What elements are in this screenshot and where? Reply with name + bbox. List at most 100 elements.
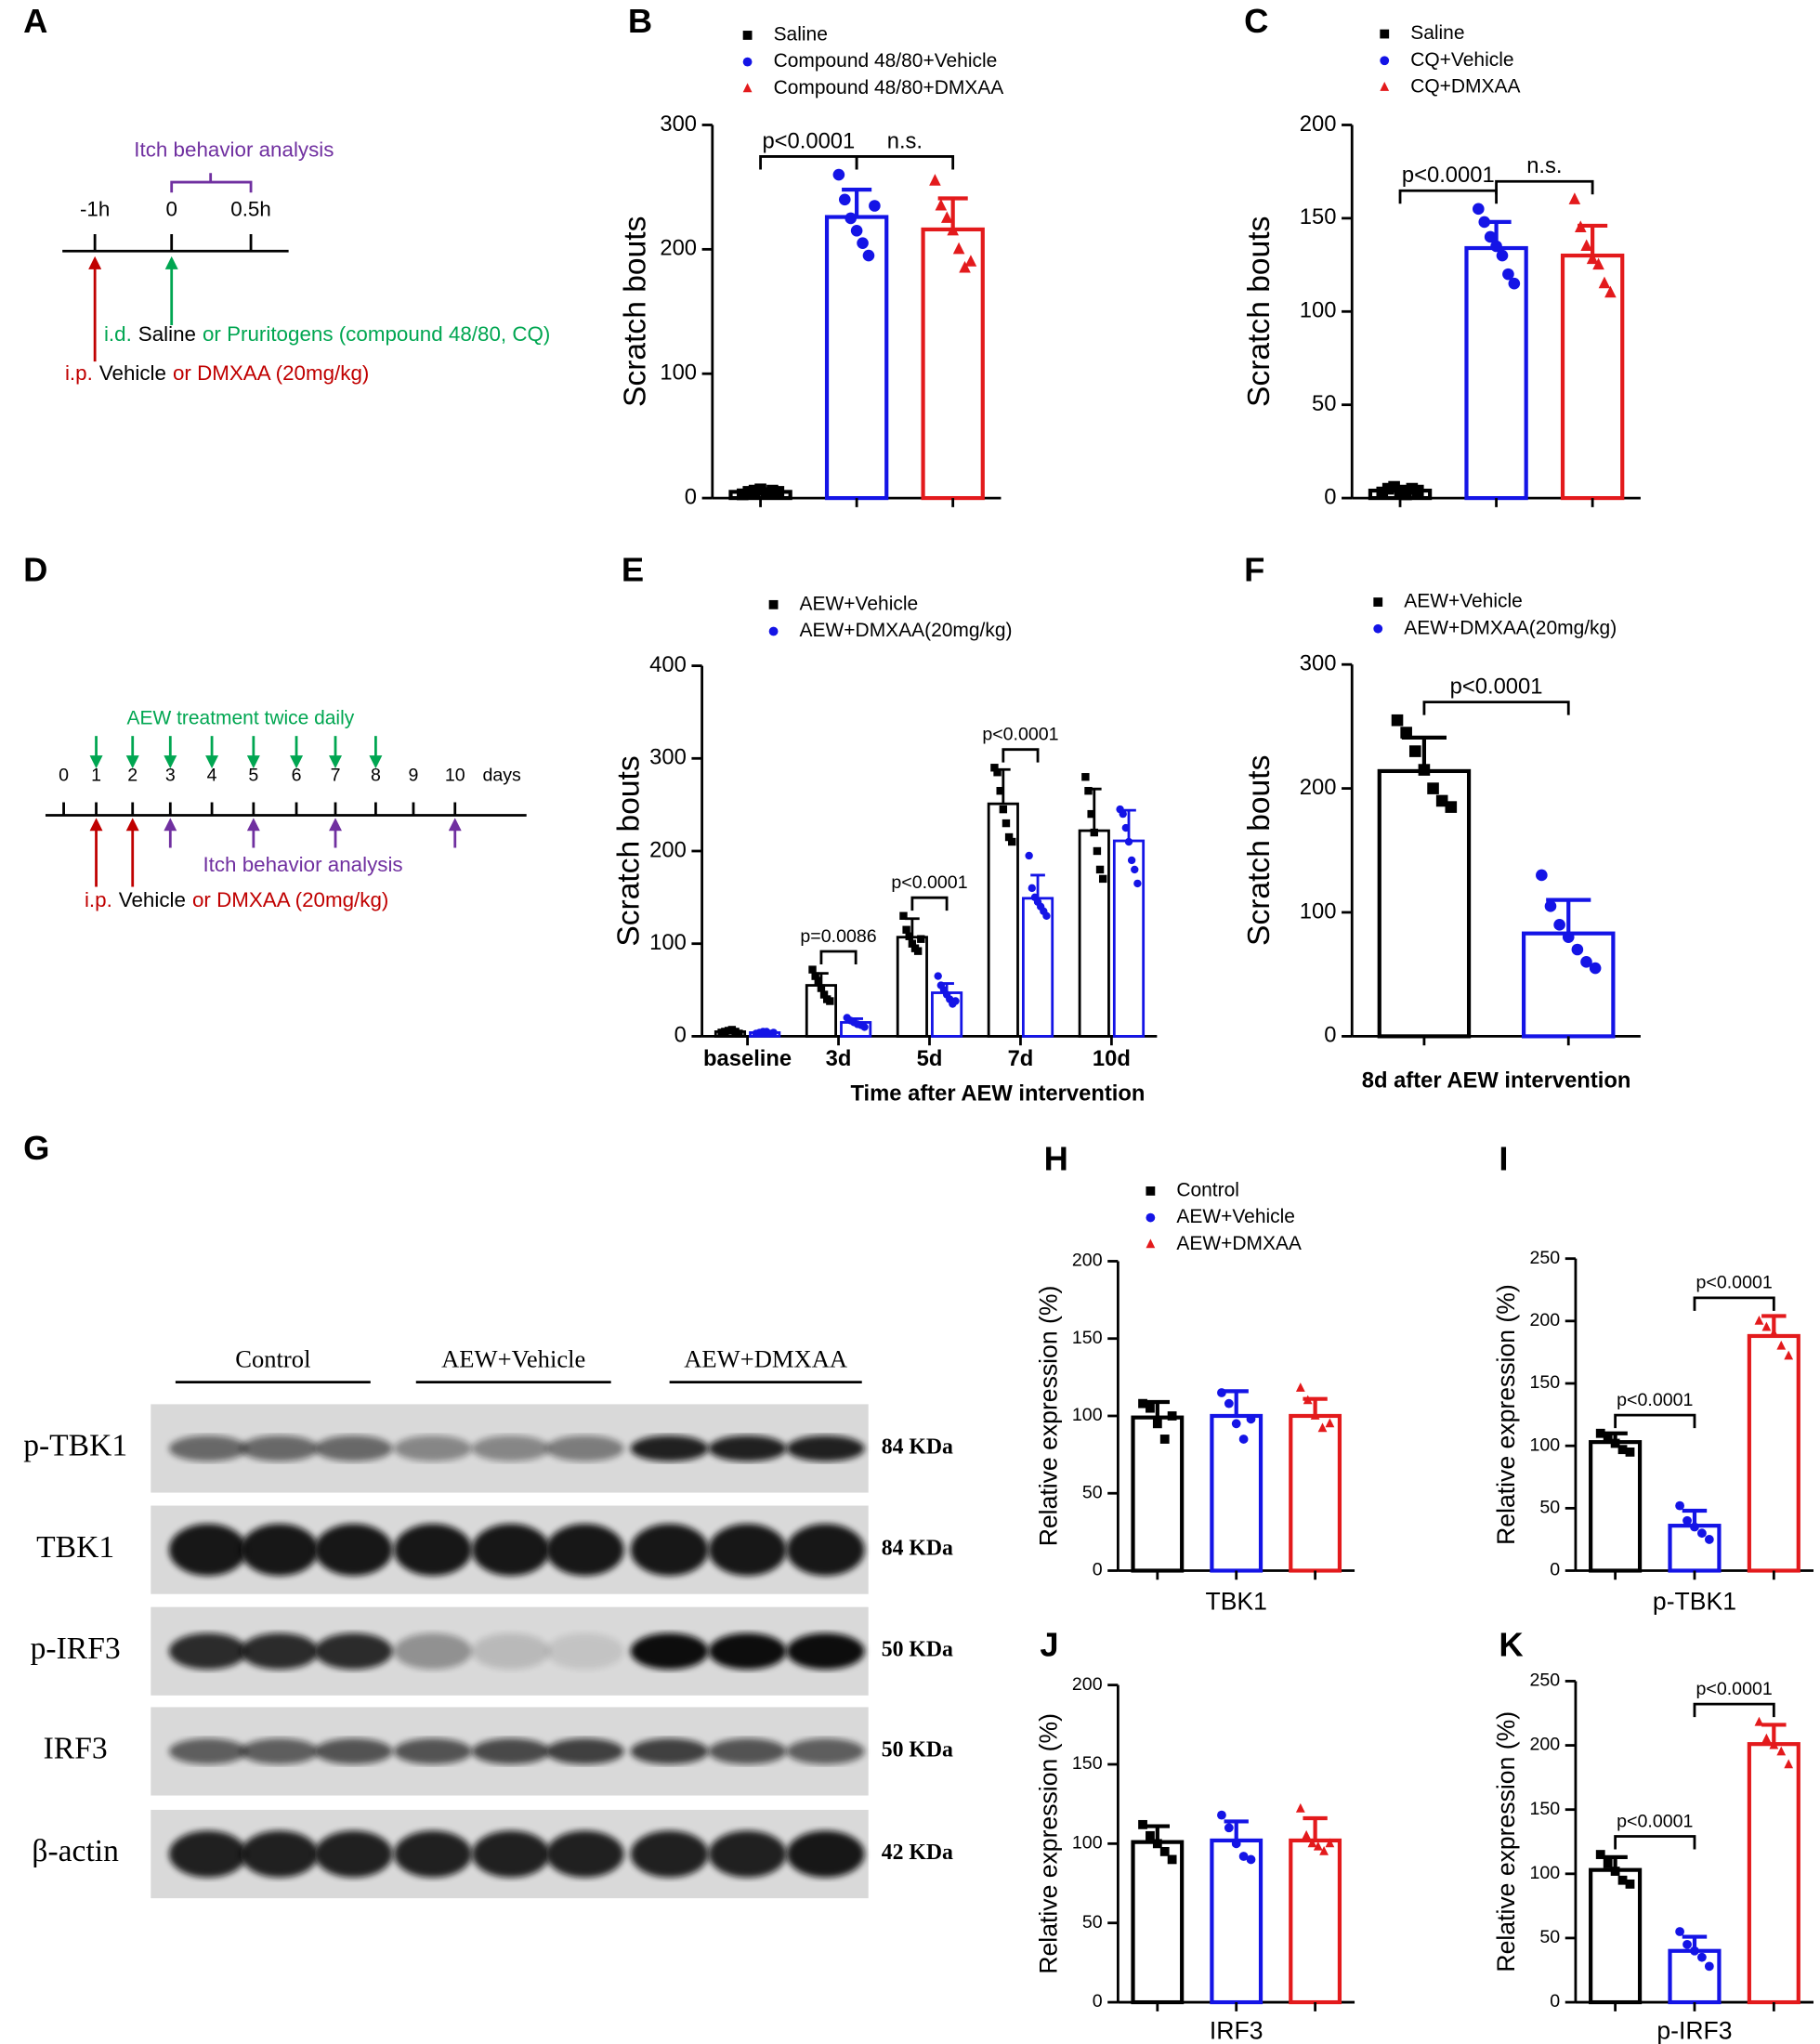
x-axis-label: p-TBK1 bbox=[1653, 1587, 1736, 1615]
y-tick-label: 0 bbox=[1550, 1560, 1560, 1580]
point bbox=[742, 31, 753, 40]
point bbox=[1224, 1823, 1234, 1833]
point bbox=[1553, 919, 1565, 931]
comparison-label: p<0.0001 bbox=[1617, 1811, 1693, 1831]
legend-label: AEW+DMXAA bbox=[1176, 1233, 1302, 1254]
band bbox=[545, 1524, 624, 1577]
y-tick-label: 50 bbox=[1539, 1498, 1560, 1518]
day-label: 4 bbox=[207, 766, 217, 786]
point bbox=[1028, 884, 1036, 893]
y-tick-label: 0 bbox=[1324, 484, 1336, 509]
y-tick-label: 0 bbox=[1324, 1023, 1336, 1048]
error-bar bbox=[842, 188, 872, 217]
point bbox=[1589, 962, 1602, 975]
point bbox=[1574, 220, 1587, 232]
point bbox=[1595, 1428, 1605, 1438]
bar bbox=[1589, 1867, 1643, 2005]
point bbox=[1690, 1946, 1699, 1956]
point bbox=[1138, 1819, 1147, 1829]
chart: J 0 50 100 150 200 Relative expression (%) IRF3 bbox=[1035, 1626, 1355, 2044]
point bbox=[1697, 1528, 1707, 1539]
y-tick-label: 200 bbox=[1300, 111, 1337, 137]
size-label: 84 KDa bbox=[882, 1537, 953, 1561]
legend-label: Compound 48/80+Vehicle bbox=[774, 50, 998, 72]
y-tick-label: 50 bbox=[1082, 1482, 1103, 1502]
point bbox=[1138, 1398, 1147, 1409]
band bbox=[786, 1830, 865, 1878]
y-axis-label: Relative expression (%) bbox=[1035, 1713, 1063, 1974]
point bbox=[1152, 1839, 1162, 1849]
point bbox=[902, 925, 910, 934]
day-label: 9 bbox=[409, 766, 419, 786]
point bbox=[1761, 1321, 1772, 1331]
comparison-bracket bbox=[910, 896, 949, 911]
point bbox=[964, 255, 977, 267]
band bbox=[393, 1524, 472, 1577]
point bbox=[1610, 1867, 1620, 1876]
y-tick-label: 100 bbox=[660, 360, 697, 386]
chart: I 0 50 100 150 200 250 Relative expression (%) p… bbox=[1492, 1139, 1814, 1615]
size-label: 84 KDa bbox=[882, 1435, 953, 1459]
error-bar bbox=[1546, 898, 1591, 934]
point bbox=[1231, 1839, 1241, 1849]
comparison-label: p<0.0001 bbox=[1696, 1273, 1773, 1293]
size-label: 50 KDa bbox=[882, 1638, 953, 1662]
chart: E 0 100 200 300 400 Scratch bouts baseline 3d 5d 7… bbox=[612, 550, 1158, 1107]
point bbox=[1690, 1522, 1699, 1532]
point bbox=[1496, 249, 1509, 262]
band bbox=[393, 1738, 472, 1764]
point bbox=[1502, 268, 1514, 281]
injection-text: i.p. Vehicle or DMXAA (20mg/kg) bbox=[85, 888, 388, 911]
group-label: AEW+Vehicle bbox=[441, 1344, 585, 1372]
y-tick-label: 200 bbox=[1529, 1310, 1560, 1330]
point bbox=[1008, 837, 1016, 846]
band bbox=[708, 1830, 787, 1878]
diagram-d: D AEW treatment twice daily days Itch be… bbox=[23, 550, 527, 911]
point bbox=[1704, 1535, 1714, 1544]
y-tick-label: 100 bbox=[1300, 298, 1337, 323]
band bbox=[471, 1830, 550, 1878]
point bbox=[1617, 1875, 1628, 1885]
point bbox=[1754, 1716, 1764, 1726]
point bbox=[1124, 837, 1133, 846]
group-label: Control bbox=[235, 1344, 310, 1372]
point bbox=[1776, 1746, 1787, 1756]
point bbox=[1231, 1419, 1241, 1429]
x-tick-label: baseline bbox=[703, 1046, 792, 1071]
band bbox=[168, 1830, 247, 1878]
comparison-bracket bbox=[1398, 189, 1498, 204]
day-label: 3 bbox=[165, 766, 176, 786]
bar bbox=[1668, 1948, 1722, 2005]
legend-label: Saline bbox=[1410, 22, 1464, 44]
bar bbox=[1589, 1440, 1643, 1573]
point bbox=[999, 805, 1008, 814]
bar bbox=[824, 215, 889, 501]
band bbox=[786, 1738, 865, 1764]
panel-label: B bbox=[628, 2, 652, 40]
y-tick-label: 200 bbox=[1300, 775, 1337, 800]
panel-label: C bbox=[1244, 2, 1268, 40]
point bbox=[1090, 828, 1098, 837]
protein-label: TBK1 bbox=[36, 1530, 114, 1565]
point bbox=[1784, 1759, 1794, 1769]
y-tick-label: 200 bbox=[1529, 1735, 1560, 1755]
comparison-label: p<0.0001 bbox=[982, 724, 1058, 744]
point bbox=[1776, 1340, 1787, 1350]
comparison-bracket bbox=[1495, 179, 1594, 195]
y-axis-label: Relative expression (%) bbox=[1035, 1286, 1063, 1547]
band bbox=[314, 1524, 393, 1577]
point bbox=[1093, 846, 1102, 856]
protein-label: p-TBK1 bbox=[23, 1429, 127, 1463]
chart: F 0 100 200 300 Scratch bouts 8d after AEW int… bbox=[1242, 550, 1641, 1094]
band bbox=[545, 1830, 624, 1878]
x-axis-label: IRF3 bbox=[1210, 2016, 1264, 2044]
point bbox=[1152, 1419, 1162, 1429]
point bbox=[826, 997, 834, 1005]
comparison-bracket bbox=[1693, 1702, 1775, 1718]
point bbox=[1313, 1841, 1323, 1851]
point bbox=[1704, 1961, 1714, 1972]
y-tick-label: 0 bbox=[1093, 1560, 1103, 1580]
panel-label: J bbox=[1040, 1626, 1058, 1664]
comparison-label: p<0.0001 bbox=[891, 872, 967, 893]
point bbox=[1042, 911, 1051, 920]
